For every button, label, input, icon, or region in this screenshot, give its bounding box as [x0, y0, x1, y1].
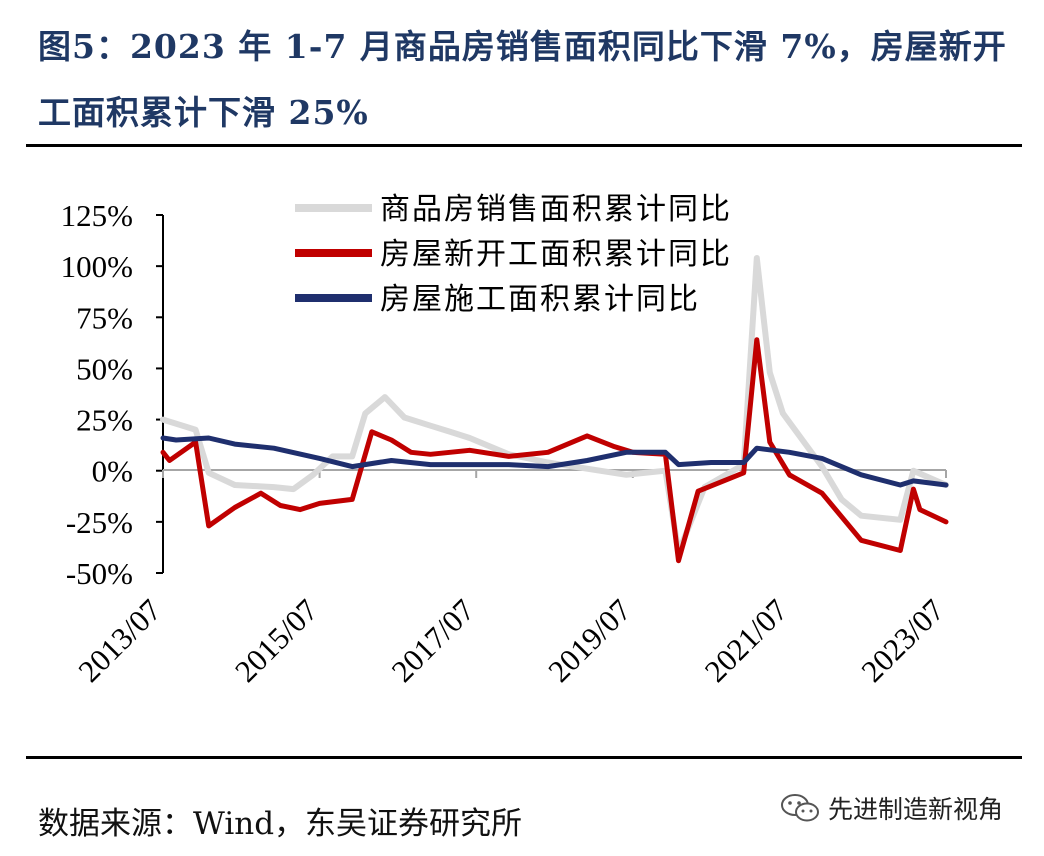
series-line-2 — [160, 337, 949, 564]
source-note: 数据来源：Wind，东吴证券研究所 — [38, 806, 523, 842]
series-line-3 — [160, 435, 949, 488]
legend-label-2: 房屋新开工面积累计同比 — [380, 237, 732, 272]
x-tick-label: 2023/07 — [854, 592, 951, 689]
top-divider — [26, 144, 1022, 147]
x-tick-label: 2019/07 — [541, 592, 638, 689]
bottom-divider — [26, 756, 1022, 759]
page-title: 图5：2023 年 1-7 月商品房销售面积同比下滑 7%，房屋新开工面积累计下… — [38, 27, 1007, 132]
y-tick-label: 125% — [61, 198, 133, 233]
wechat-icon — [781, 794, 819, 822]
x-tick-label: 2017/07 — [385, 592, 482, 689]
chart-lines — [160, 255, 949, 564]
x-tick-label: 2013/07 — [71, 592, 168, 689]
line-chart: 125% 100% 75% 50% 25% 0% -25% -50%2013/07 2015/0… — [61, 192, 951, 689]
y-tick-label: 0% — [92, 454, 133, 489]
y-tick-label: 50% — [76, 351, 133, 386]
x-tick-label: 2015/07 — [228, 592, 325, 689]
legend-label-1: 商品房销售面积累计同比 — [380, 192, 732, 227]
x-tick-label: 2021/07 — [698, 592, 795, 689]
y-tick-label: 75% — [76, 300, 133, 335]
y-tick-label: -50% — [66, 556, 133, 591]
y-tick-label: -25% — [66, 505, 133, 540]
y-tick-label: 100% — [61, 249, 133, 284]
y-tick-label: 25% — [76, 403, 133, 438]
watermark: 先进制造新视角 — [780, 790, 1003, 826]
legend-label-3: 房屋施工面积累计同比 — [380, 282, 700, 317]
watermark-text: 先进制造新视角 — [828, 795, 1004, 824]
